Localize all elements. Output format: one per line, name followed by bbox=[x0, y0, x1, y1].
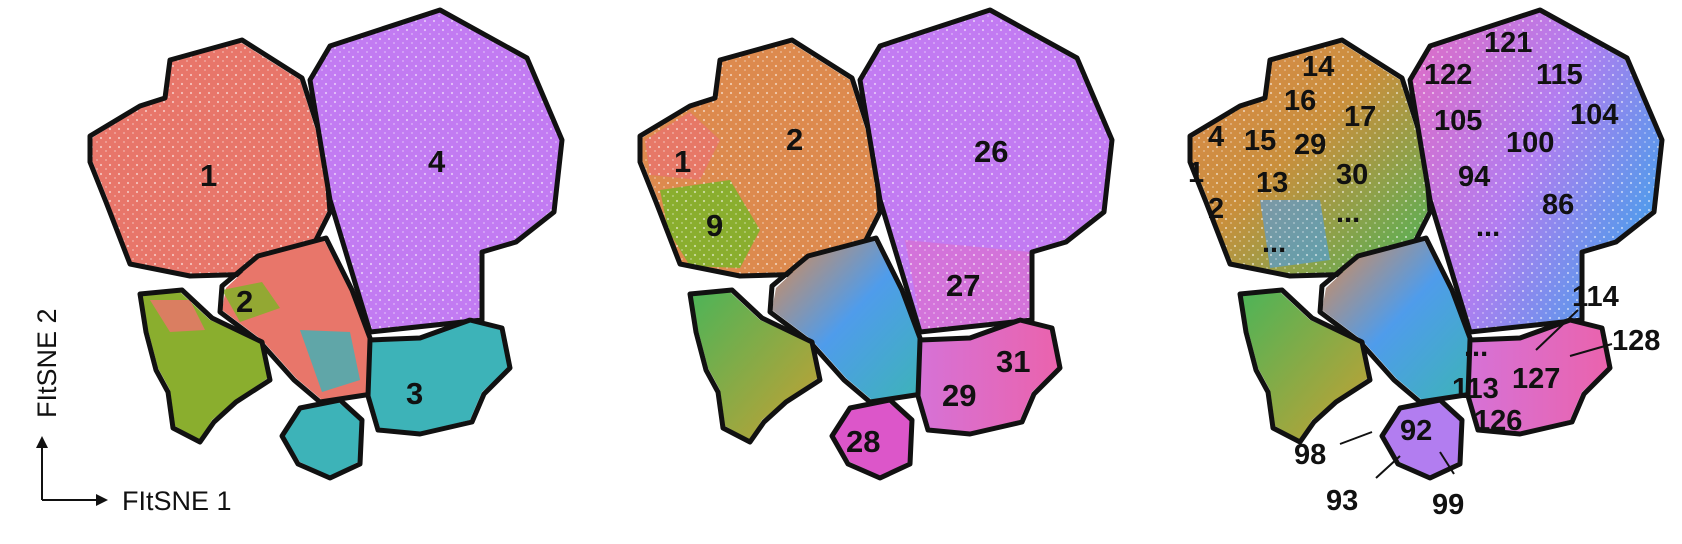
leader-line bbox=[1569, 343, 1613, 357]
panel-2: 1 2 9 26 27 31 29 28 bbox=[637, 7, 1115, 481]
cluster-label: 115 bbox=[1536, 59, 1583, 91]
cluster-label: 126 bbox=[1474, 405, 1522, 437]
cluster-label: 29 bbox=[942, 378, 976, 413]
cluster-region-texture bbox=[862, 12, 1110, 330]
cluster-label: 92 bbox=[1400, 415, 1432, 447]
cluster-label: 28 bbox=[846, 424, 880, 459]
panel-1: 1 4 2 3 bbox=[87, 7, 565, 481]
cluster-label: 3 bbox=[406, 376, 423, 411]
cluster-label: 94 bbox=[1458, 161, 1490, 193]
cluster-region bbox=[300, 330, 360, 392]
cluster-label: 122 bbox=[1424, 59, 1472, 91]
cluster-label: 27 bbox=[946, 268, 980, 303]
cluster-region bbox=[772, 240, 920, 400]
y-axis-label: FItSNE 2 bbox=[32, 308, 62, 418]
cluster-label: 30 bbox=[1336, 159, 1368, 191]
cluster-label: 15 bbox=[1244, 125, 1276, 157]
cluster-label: 86 bbox=[1542, 189, 1574, 221]
y-arrow-icon bbox=[36, 436, 48, 448]
panel-3: 14 16 17 4 15 29 1 13 30 2 ... ... 121 1… bbox=[1187, 7, 1665, 521]
cluster-label: 100 bbox=[1506, 127, 1554, 159]
cluster-outline bbox=[307, 7, 565, 335]
cluster-region-texture bbox=[642, 42, 878, 274]
ellipsis-label: ... bbox=[1262, 227, 1286, 259]
ellipsis-label: ... bbox=[1464, 331, 1488, 363]
cluster-label: 2 bbox=[236, 284, 253, 319]
cluster-label: 114 bbox=[1572, 281, 1619, 313]
cluster-region bbox=[370, 322, 508, 432]
cluster-region bbox=[1470, 322, 1608, 432]
leader-line bbox=[1339, 431, 1373, 445]
cluster-outline bbox=[829, 397, 915, 481]
cluster-outline bbox=[1237, 287, 1373, 445]
cluster-label: 14 bbox=[1302, 51, 1334, 83]
cluster-label: 1 bbox=[674, 144, 691, 179]
cluster-region bbox=[920, 322, 1058, 432]
cluster-outline bbox=[1379, 397, 1465, 481]
cluster-label: 4 bbox=[1208, 121, 1224, 153]
cluster-label: 29 bbox=[1294, 129, 1326, 161]
axis-indicator: FItSNE 1 FItSNE 2 bbox=[32, 308, 232, 516]
cluster-label: 31 bbox=[996, 344, 1030, 379]
cluster-outline bbox=[857, 7, 1115, 335]
cluster-outline bbox=[637, 37, 883, 279]
leader-line bbox=[1439, 451, 1455, 475]
cluster-label: 9 bbox=[706, 208, 723, 243]
cluster-label: 127 bbox=[1512, 363, 1560, 395]
cluster-label: 113 bbox=[1452, 373, 1499, 405]
cluster-outline bbox=[1407, 7, 1665, 335]
cluster-outline bbox=[915, 317, 1063, 437]
cluster-region-texture bbox=[92, 42, 328, 274]
cluster-label: 13 bbox=[1256, 167, 1288, 199]
cluster-region-texture bbox=[312, 12, 560, 330]
cluster-label: 99 bbox=[1432, 489, 1464, 521]
cluster-label: 105 bbox=[1434, 105, 1482, 137]
cluster-region bbox=[284, 402, 360, 476]
cluster-region bbox=[1384, 402, 1460, 476]
cluster-region bbox=[834, 402, 910, 476]
cluster-outline bbox=[365, 317, 513, 437]
cluster-region-texture bbox=[1412, 12, 1660, 330]
cluster-label: 17 bbox=[1344, 101, 1376, 133]
cluster-region bbox=[150, 300, 205, 332]
cluster-outline bbox=[687, 287, 823, 445]
ellipsis-label: ... bbox=[1336, 197, 1360, 229]
leader-line bbox=[1375, 455, 1401, 479]
cluster-outline bbox=[137, 287, 273, 445]
cluster-label: 2 bbox=[1208, 193, 1224, 225]
cluster-label: 16 bbox=[1284, 85, 1316, 117]
cluster-region bbox=[222, 282, 280, 322]
cluster-outline bbox=[279, 397, 365, 481]
ellipsis-label: ... bbox=[1476, 211, 1500, 243]
cluster-region-texture bbox=[1192, 42, 1428, 274]
cluster-label: 93 bbox=[1326, 485, 1358, 517]
cluster-outline bbox=[1187, 37, 1433, 279]
cluster-outline bbox=[87, 37, 333, 279]
cluster-region bbox=[1322, 240, 1470, 400]
cluster-label: 128 bbox=[1612, 325, 1660, 357]
cluster-label: 1 bbox=[200, 158, 217, 193]
cluster-label: 26 bbox=[974, 134, 1008, 169]
x-axis-label: FItSNE 1 bbox=[122, 486, 232, 516]
cluster-outline bbox=[1465, 317, 1613, 437]
cluster-label: 2 bbox=[786, 122, 803, 157]
cluster-label: 4 bbox=[428, 144, 446, 179]
cluster-label: 121 bbox=[1484, 27, 1532, 59]
leader-line bbox=[1535, 309, 1579, 351]
x-arrow-icon bbox=[96, 494, 108, 506]
cluster-label: 98 bbox=[1294, 439, 1326, 471]
cluster-label: 104 bbox=[1570, 99, 1618, 131]
cluster-label: 1 bbox=[1188, 157, 1204, 189]
